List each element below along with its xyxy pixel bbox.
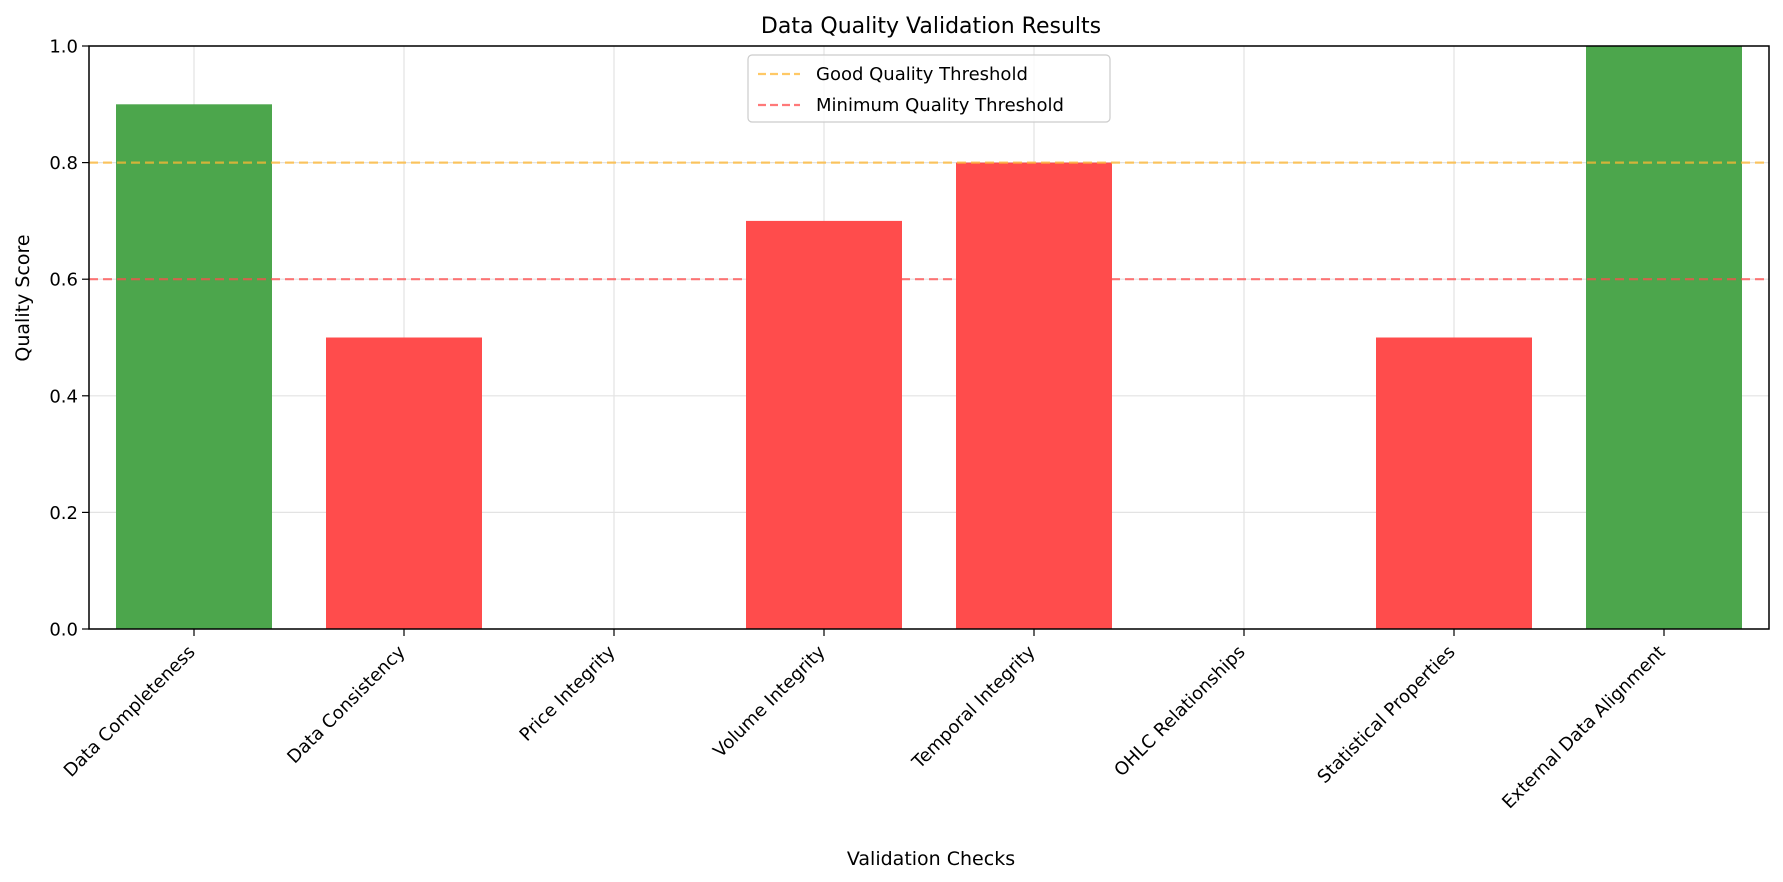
legend-minimum-threshold-label: Minimum Quality Threshold	[816, 95, 1064, 116]
legend: Good Quality Threshold Minimum Quality T…	[747, 54, 1111, 123]
y-tick-label: 0.0	[49, 620, 78, 641]
y-tick-label: 0.6	[49, 270, 78, 291]
y-axis-label: Quality Score	[12, 234, 34, 361]
legend-box	[747, 54, 1111, 123]
x-axis-label: Validation Checks	[847, 848, 1015, 870]
y-tick-label: 0.2	[49, 503, 78, 524]
bar	[1376, 337, 1532, 629]
bars	[116, 46, 1742, 630]
bar	[1586, 46, 1742, 629]
bar	[956, 162, 1112, 629]
y-tick-label: 1.0	[49, 37, 78, 58]
y-tick-label: 0.4	[49, 386, 78, 407]
bar	[326, 337, 482, 629]
y-tick-label: 0.8	[49, 153, 78, 174]
plot-frame	[88, 45, 1770, 630]
legend-good-threshold-label: Good Quality Threshold	[816, 64, 1028, 85]
chart-title: Data Quality Validation Results	[761, 14, 1101, 39]
threshold-lines	[89, 161, 1769, 281]
bar	[116, 104, 272, 630]
bar	[746, 220, 902, 629]
y-axis-ticks: 0.0 0.2 0.4 0.6 0.8 1.0	[49, 37, 89, 641]
